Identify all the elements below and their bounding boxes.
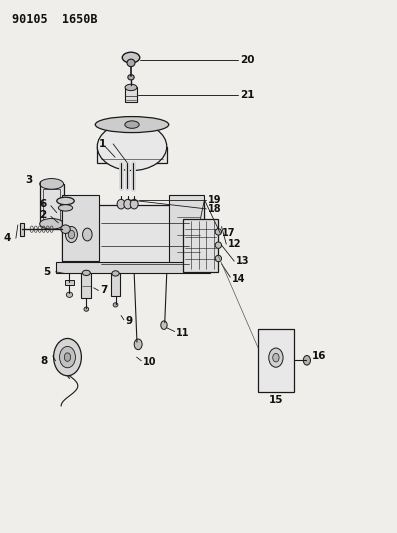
Ellipse shape (66, 292, 73, 297)
Ellipse shape (215, 255, 222, 262)
Text: 9: 9 (125, 316, 133, 326)
Text: 2: 2 (40, 210, 47, 220)
Text: 17: 17 (222, 229, 235, 238)
Circle shape (64, 353, 71, 361)
Bar (20, 223, 24, 236)
Ellipse shape (128, 75, 134, 80)
Ellipse shape (117, 199, 125, 209)
Bar (56, 262, 210, 273)
Text: 1: 1 (99, 139, 106, 149)
Ellipse shape (40, 219, 64, 229)
Ellipse shape (125, 121, 139, 128)
Circle shape (273, 353, 279, 362)
Circle shape (60, 346, 75, 368)
Ellipse shape (130, 199, 138, 209)
Text: 6: 6 (40, 199, 47, 209)
Text: 5: 5 (44, 267, 51, 277)
Ellipse shape (57, 197, 74, 205)
Bar (183, 219, 218, 272)
Circle shape (134, 339, 142, 350)
Bar (62, 195, 99, 261)
Ellipse shape (112, 271, 119, 276)
Bar (81, 273, 91, 298)
Text: 11: 11 (176, 328, 190, 338)
Circle shape (68, 230, 75, 239)
Circle shape (161, 321, 167, 329)
Circle shape (54, 338, 81, 376)
Ellipse shape (97, 123, 167, 171)
Text: 14: 14 (232, 274, 245, 284)
Text: 20: 20 (240, 55, 255, 64)
Bar (258, 329, 294, 392)
Text: 16: 16 (312, 351, 327, 361)
Circle shape (269, 348, 283, 367)
Ellipse shape (127, 59, 135, 67)
Text: 18: 18 (208, 204, 222, 214)
Text: 7: 7 (100, 286, 108, 295)
Text: 10: 10 (143, 358, 156, 367)
Circle shape (303, 356, 310, 365)
Text: 13: 13 (236, 256, 249, 266)
Ellipse shape (215, 242, 222, 248)
Bar (40, 184, 64, 224)
Text: 15: 15 (269, 395, 283, 405)
Text: 8: 8 (40, 356, 48, 366)
Bar (111, 273, 120, 296)
Bar (43, 189, 60, 220)
Text: 21: 21 (240, 90, 255, 100)
Bar (169, 195, 204, 266)
Text: 90105  1650B: 90105 1650B (12, 13, 97, 26)
Text: 12: 12 (228, 239, 241, 249)
Ellipse shape (40, 179, 64, 189)
Bar (62, 205, 204, 264)
Text: 19: 19 (208, 195, 222, 205)
Bar (125, 87, 137, 102)
Ellipse shape (61, 225, 70, 233)
Ellipse shape (95, 117, 169, 133)
Ellipse shape (58, 205, 73, 211)
Text: 3: 3 (25, 175, 33, 185)
Ellipse shape (125, 84, 137, 91)
Bar (65, 280, 74, 285)
Ellipse shape (83, 270, 90, 276)
Text: 4: 4 (4, 233, 11, 243)
Ellipse shape (84, 307, 89, 311)
Circle shape (66, 227, 77, 243)
Circle shape (83, 228, 92, 241)
Bar (97, 147, 167, 163)
Ellipse shape (215, 229, 222, 235)
Ellipse shape (113, 303, 118, 307)
Ellipse shape (124, 199, 132, 209)
Ellipse shape (122, 52, 140, 63)
